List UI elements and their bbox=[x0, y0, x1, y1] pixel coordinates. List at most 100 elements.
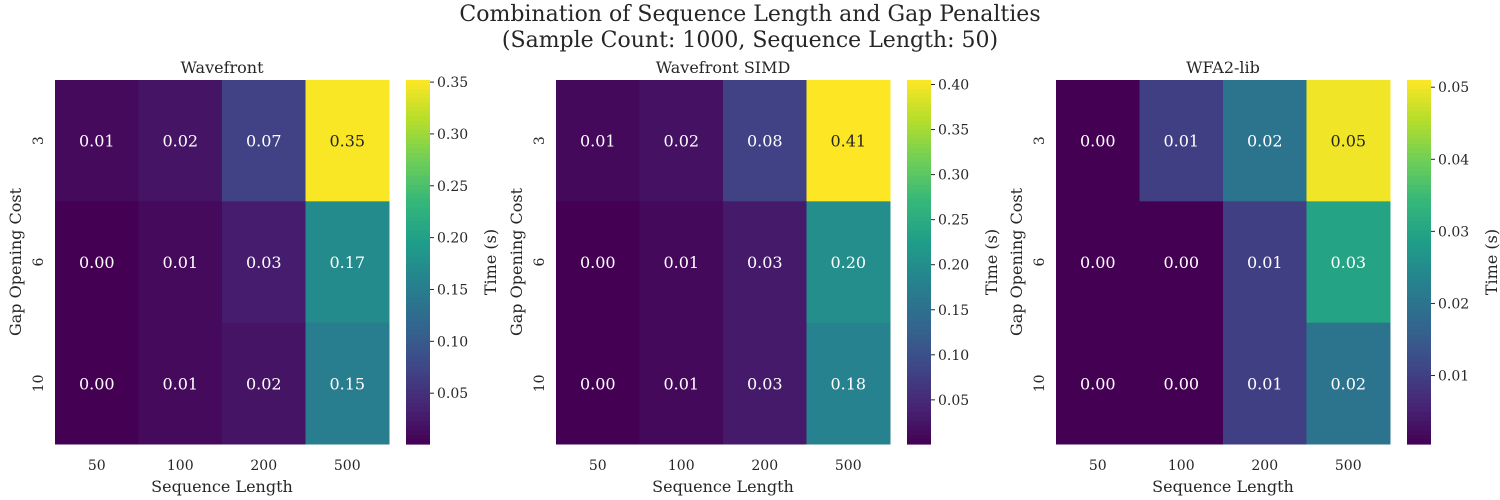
colorbar-segment bbox=[406, 307, 430, 313]
colorbar-segment bbox=[907, 230, 931, 236]
heatmap-cell bbox=[1139, 201, 1224, 324]
colorbar-segment bbox=[1407, 125, 1431, 131]
cell-value-label: 0.15 bbox=[329, 374, 365, 393]
colorbar-segment bbox=[406, 161, 430, 168]
colorbar-tick-label: 0.05 bbox=[938, 393, 969, 409]
heatmap-cell bbox=[55, 201, 139, 324]
x-tick-label: 50 bbox=[589, 458, 607, 474]
cell-value-label: 0.41 bbox=[830, 132, 866, 151]
colorbar-tick-label: 0.30 bbox=[437, 127, 468, 143]
colorbar-segment bbox=[406, 157, 430, 163]
colorbar-segment bbox=[907, 353, 931, 359]
y-tick-label: 6 bbox=[532, 257, 548, 266]
colorbar-segment bbox=[907, 180, 931, 186]
colorbar-tick-label: 0.20 bbox=[437, 231, 468, 247]
colorbar-segment bbox=[406, 143, 430, 149]
colorbar-segment bbox=[406, 384, 430, 390]
colorbar-segment bbox=[1407, 157, 1431, 163]
colorbar-segment bbox=[907, 216, 931, 222]
colorbar-segment bbox=[1407, 375, 1431, 381]
colorbar-segment bbox=[406, 348, 430, 354]
colorbar-tick-label: 0.04 bbox=[1438, 152, 1469, 168]
colorbar-segment bbox=[907, 107, 931, 113]
heatmap-cell bbox=[138, 80, 223, 202]
cell-value-label: 0.07 bbox=[246, 132, 282, 151]
colorbar-segment bbox=[1407, 98, 1431, 104]
heatmap-cell bbox=[556, 201, 640, 324]
colorbar-segment bbox=[1407, 107, 1431, 113]
colorbar-segment bbox=[907, 307, 931, 313]
colorbar-segment bbox=[907, 98, 931, 104]
colorbar-segment bbox=[406, 375, 430, 381]
colorbar-segment bbox=[406, 316, 430, 322]
y-tick-label: 3 bbox=[31, 136, 47, 145]
colorbar-segment bbox=[406, 357, 430, 363]
colorbar-segment bbox=[1407, 216, 1431, 222]
colorbar-segment bbox=[907, 116, 931, 122]
colorbar-segment bbox=[406, 189, 430, 195]
colorbar-segment bbox=[907, 175, 931, 181]
figure-subtitle: (Sample Count: 1000, Sequence Length: 50… bbox=[501, 28, 999, 53]
colorbar-segment bbox=[406, 125, 430, 131]
cell-value-label: 0.35 bbox=[329, 132, 365, 151]
colorbar-segment bbox=[907, 393, 931, 400]
colorbar-segment bbox=[1407, 134, 1431, 140]
colorbar-segment bbox=[907, 84, 931, 90]
colorbar-tick-label: 0.25 bbox=[938, 213, 969, 229]
colorbar-segment bbox=[1407, 425, 1431, 431]
colorbar-label: Time (s) bbox=[982, 229, 1001, 295]
colorbar-segment bbox=[1407, 93, 1431, 99]
colorbar-segment bbox=[406, 207, 430, 213]
cell-value-label: 0.00 bbox=[1080, 253, 1116, 272]
heatmap-cell bbox=[1306, 201, 1391, 324]
heatmap-cell bbox=[222, 322, 306, 445]
colorbar-label: Time (s) bbox=[1482, 229, 1500, 295]
cell-value-label: 0.00 bbox=[1163, 374, 1199, 393]
colorbar-segment bbox=[907, 384, 931, 390]
colorbar-segment bbox=[907, 371, 931, 377]
colorbar-segment bbox=[406, 298, 430, 304]
x-tick-label: 100 bbox=[668, 458, 695, 474]
colorbar-segment bbox=[1407, 116, 1431, 122]
cell-value-label: 0.08 bbox=[747, 132, 783, 151]
colorbar-segment bbox=[1407, 262, 1431, 268]
colorbar-segment bbox=[1407, 84, 1431, 90]
colorbar-segment bbox=[1407, 307, 1431, 313]
x-axis-label: Sequence Length bbox=[1152, 477, 1294, 496]
x-tick-label: 200 bbox=[1251, 458, 1278, 474]
colorbar-segment bbox=[907, 266, 931, 272]
colorbar-segment bbox=[907, 334, 931, 340]
x-tick-label: 100 bbox=[167, 458, 194, 474]
heatmap-cell bbox=[1306, 322, 1391, 445]
colorbar-segment bbox=[1407, 366, 1431, 372]
colorbar-segment bbox=[907, 239, 931, 245]
colorbar-segment bbox=[406, 166, 430, 172]
colorbar-segment bbox=[907, 80, 931, 86]
cell-value-label: 0.01 bbox=[79, 132, 115, 151]
cell-value-label: 0.05 bbox=[1330, 132, 1366, 151]
colorbar-segment bbox=[406, 289, 430, 295]
colorbar-segment bbox=[1407, 198, 1431, 204]
colorbar-segment bbox=[907, 293, 931, 299]
colorbar-segment bbox=[1407, 430, 1431, 436]
colorbar-segment bbox=[907, 148, 931, 154]
colorbar-tick-label: 0.30 bbox=[938, 168, 969, 184]
x-tick-label: 100 bbox=[1168, 458, 1195, 474]
cell-value-label: 0.03 bbox=[747, 374, 783, 393]
colorbar-segment bbox=[1407, 298, 1431, 304]
heatmap-cell bbox=[723, 322, 807, 445]
y-tick-label: 10 bbox=[532, 374, 548, 392]
heatmap-cell bbox=[1223, 80, 1307, 202]
y-axis-label: Gap Opening Cost bbox=[507, 187, 526, 336]
colorbar-segment bbox=[406, 321, 430, 327]
colorbar-segment bbox=[1407, 193, 1431, 199]
colorbar-segment bbox=[1407, 230, 1431, 236]
heatmap-cell bbox=[138, 201, 223, 324]
heatmap-cell bbox=[305, 201, 390, 324]
cell-value-label: 0.01 bbox=[162, 374, 198, 393]
colorbar-segment bbox=[907, 171, 931, 177]
colorbar-segment bbox=[406, 425, 430, 431]
cell-value-label: 0.01 bbox=[663, 253, 699, 272]
cell-value-label: 0.03 bbox=[747, 253, 783, 272]
colorbar-segment bbox=[907, 262, 931, 268]
